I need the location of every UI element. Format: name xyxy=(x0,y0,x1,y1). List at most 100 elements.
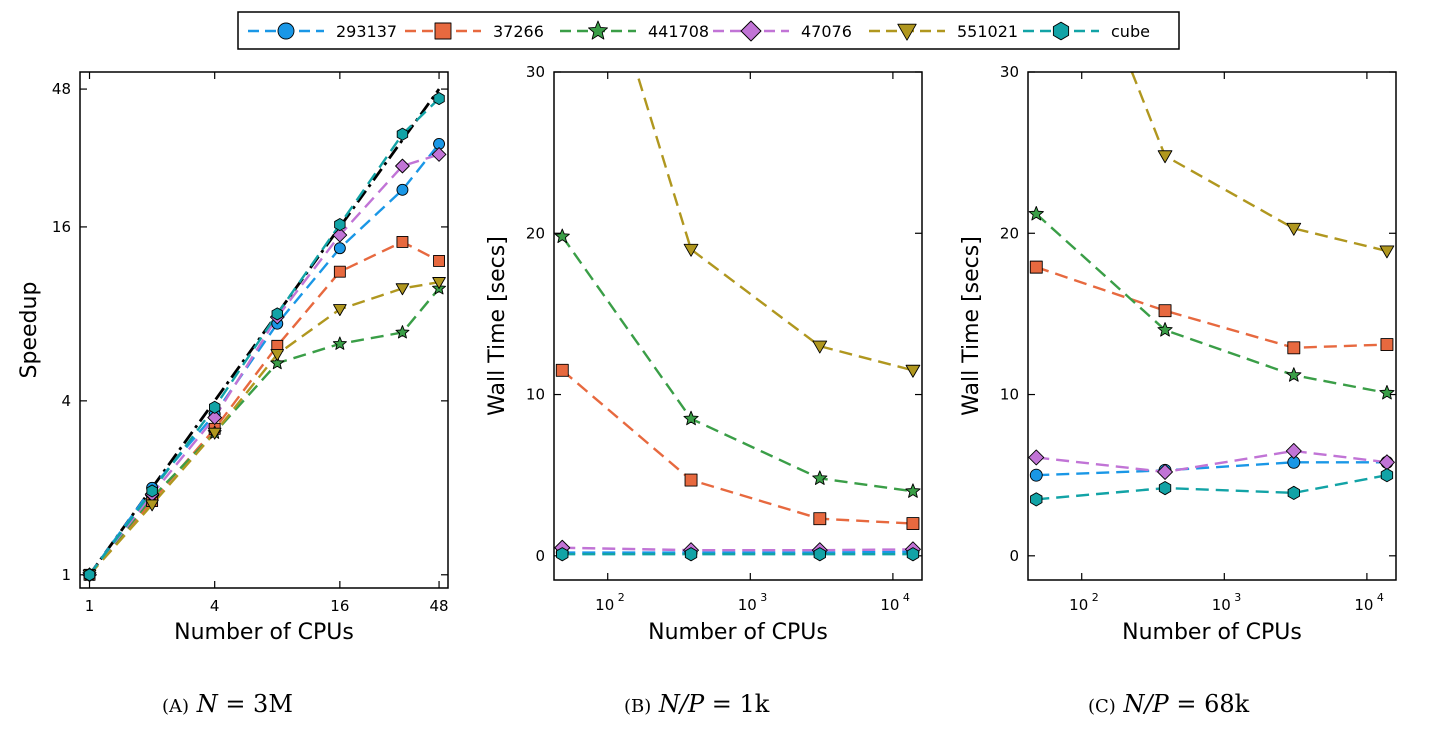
data-point-551021 xyxy=(683,243,699,257)
data-point-37266 xyxy=(555,363,569,377)
x-axis-label: Number of CPUs xyxy=(174,620,354,645)
data-point-47076 xyxy=(395,158,410,174)
series-line-47076 xyxy=(562,546,913,552)
series-line-293137 xyxy=(562,550,913,554)
data-point-37266 xyxy=(333,265,346,278)
data-point-293137 xyxy=(1029,468,1043,482)
y-axis-label: Wall Time [secs] xyxy=(959,236,984,416)
data-point-441708 xyxy=(812,470,828,485)
y-tick-label: 10 xyxy=(526,386,545,404)
caption-b-math: N/P xyxy=(658,690,705,718)
legend-label-551021: 551021 xyxy=(957,22,1018,41)
x-tick-label: 48 xyxy=(430,597,449,615)
caption-b-label: (B) xyxy=(624,696,652,717)
series-line-37266 xyxy=(561,369,914,525)
y-tick-label: 30 xyxy=(526,63,545,81)
data-point-cube xyxy=(83,568,96,582)
x-tick-label: 10 xyxy=(738,596,757,614)
legend-marker-293137 xyxy=(277,22,295,40)
plot-area xyxy=(82,88,447,583)
x-tick-label-exponent: 4 xyxy=(1377,591,1384,604)
data-point-441708 xyxy=(395,325,410,339)
series-line-551021 xyxy=(88,280,440,576)
data-point-cube xyxy=(1287,485,1300,500)
data-point-47076 xyxy=(1028,449,1045,466)
panel-a-speedup-chart: 1 4 16 48 1 4 16 48 Number of CPUs Speedup xyxy=(17,71,449,645)
series-line-551021 xyxy=(635,72,914,372)
data-point-441708 xyxy=(905,483,921,498)
x-tick-label: 4 xyxy=(210,597,220,615)
legend-marker-37266 xyxy=(434,22,452,40)
x-tick-label-exponent: 4 xyxy=(903,591,910,604)
data-point-37266 xyxy=(1380,338,1394,351)
series-line-47076 xyxy=(1036,449,1388,474)
plot-area xyxy=(1028,72,1395,507)
y-tick-label: 16 xyxy=(52,218,71,236)
y-tick-label: 20 xyxy=(1000,224,1019,242)
data-point-47076 xyxy=(1285,443,1302,459)
data-point-293137 xyxy=(396,183,409,196)
data-point-441708 xyxy=(1379,384,1395,400)
data-point-cube xyxy=(209,400,221,414)
legend-label-441708: 441708 xyxy=(648,22,709,41)
data-point-cube xyxy=(813,547,826,562)
y-axis-label: Speedup xyxy=(17,282,42,379)
data-point-37266 xyxy=(433,254,446,267)
series-line-441708 xyxy=(1035,213,1388,395)
y-tick-label: 10 xyxy=(1000,386,1019,404)
series-line-cube xyxy=(88,97,440,576)
caption-c-math: N/P xyxy=(1123,690,1169,718)
caption-a: (A) N = 3M xyxy=(162,690,293,718)
data-point-cube xyxy=(906,547,920,562)
axes-frame xyxy=(79,71,449,589)
x-tick-label: 10 xyxy=(1212,596,1231,614)
data-point-cube xyxy=(271,307,283,321)
data-point-551021 xyxy=(905,364,921,378)
data-point-37266 xyxy=(684,473,698,487)
series-line-293137 xyxy=(1036,461,1387,477)
legend-label-47076: 47076 xyxy=(801,22,852,41)
x-tick-label: 10 xyxy=(1354,596,1373,614)
caption-a-rest: = 3M xyxy=(217,690,293,718)
y-tick-label: 30 xyxy=(1000,63,1019,81)
data-point-cube xyxy=(1158,481,1172,496)
series-line-441708 xyxy=(561,235,914,493)
legend-label-293137: 293137 xyxy=(336,22,397,41)
y-tick-label: 0 xyxy=(1009,547,1019,565)
x-tick-label: 10 xyxy=(880,596,899,614)
data-point-37266 xyxy=(1158,304,1172,318)
series-line-551021 xyxy=(1130,72,1388,253)
data-point-441708 xyxy=(683,410,699,426)
data-point-441708 xyxy=(1028,205,1044,221)
data-point-551021 xyxy=(1157,150,1173,164)
caption-a-math: N xyxy=(196,690,218,718)
y-tick-label: 0 xyxy=(535,547,545,565)
caption-c-rest: = 68k xyxy=(1168,690,1250,718)
data-point-441708 xyxy=(554,228,570,244)
data-point-47076 xyxy=(332,227,348,243)
x-tick-label: 10 xyxy=(1069,596,1088,614)
data-point-47076 xyxy=(431,147,447,162)
legend-marker-47076 xyxy=(740,20,762,42)
data-point-37266 xyxy=(396,235,409,248)
legend-marker-551021 xyxy=(897,23,917,41)
legend: 293137 37266 441708 47076 551021 cube xyxy=(237,11,1180,50)
data-point-551021 xyxy=(432,277,446,289)
data-point-441708 xyxy=(332,336,347,350)
legend-label-cube: cube xyxy=(1111,22,1150,41)
x-tick-label-exponent: 2 xyxy=(1092,591,1099,604)
data-point-cube xyxy=(1030,492,1043,507)
series-line-cube xyxy=(1036,473,1388,501)
data-point-cube xyxy=(146,484,158,498)
data-point-37266 xyxy=(1029,260,1043,274)
data-point-cube xyxy=(1380,468,1394,483)
data-point-cube xyxy=(396,127,409,141)
data-point-37266 xyxy=(813,512,827,526)
x-tick-label: 1 xyxy=(85,597,95,615)
x-tick-label: 10 xyxy=(595,596,614,614)
plot-area xyxy=(554,72,921,562)
data-point-47076 xyxy=(1379,454,1395,471)
y-tick-label: 1 xyxy=(61,566,71,584)
